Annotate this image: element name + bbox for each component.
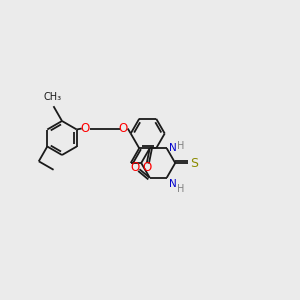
Text: CH₃: CH₃	[44, 92, 62, 102]
Text: O: O	[118, 122, 127, 135]
Text: O: O	[130, 161, 139, 174]
Text: N: N	[169, 143, 176, 153]
Text: N: N	[169, 179, 176, 189]
Text: H: H	[177, 141, 184, 151]
Text: S: S	[190, 157, 198, 169]
Text: O: O	[142, 161, 151, 174]
Text: H: H	[177, 184, 184, 194]
Text: O: O	[80, 122, 89, 135]
